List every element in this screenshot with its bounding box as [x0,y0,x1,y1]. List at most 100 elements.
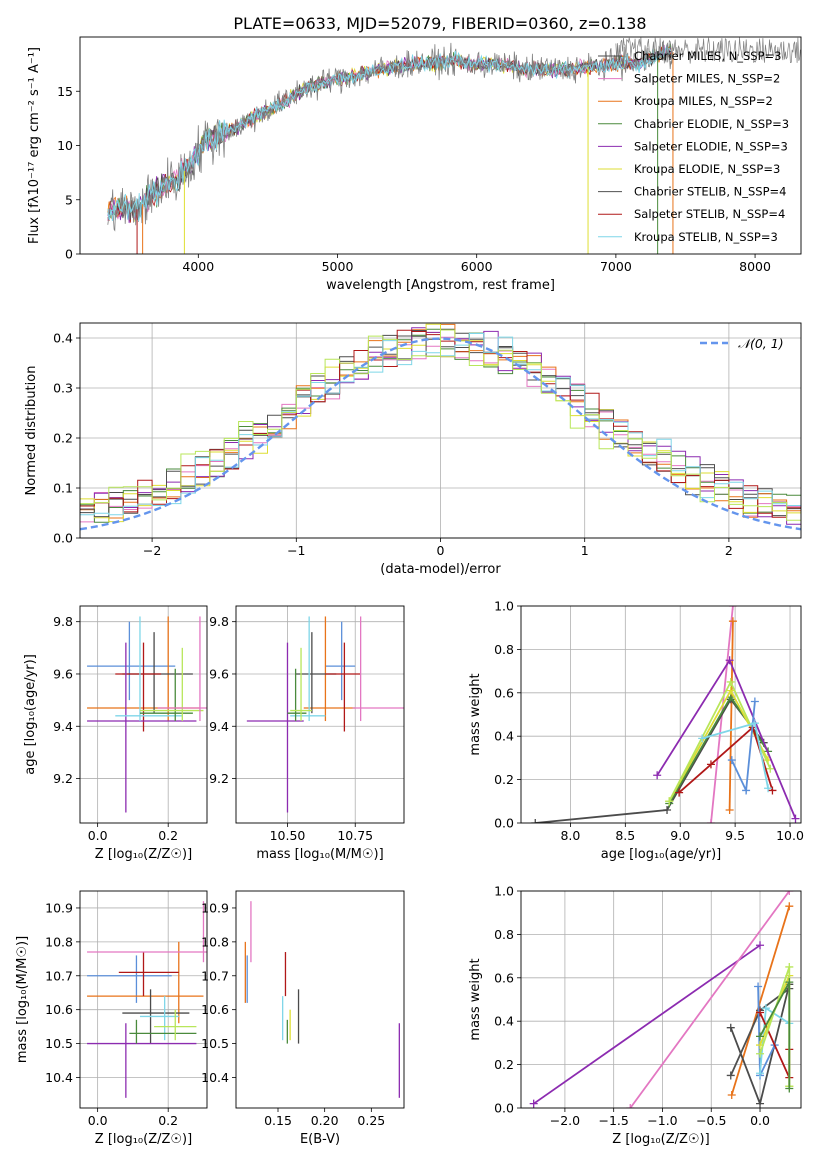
weight-point-marker [725,805,734,814]
weight-point-marker [727,1090,736,1099]
weight-point-marker [726,686,735,695]
weight-point-marker [665,797,674,806]
legend-label: Chabrier STELIB, N_SSP=4 [634,185,786,199]
panel-massweight-vs-age: 8.0 8.5 9.0 9.5 10.0 0.0 0.2 0.4 0.6 0.8 1.0 age [l… [468,599,804,863]
y-tick-label: 1.0 [494,884,514,899]
y-tick-label: 10.8 [201,934,229,949]
x-tick-label: 0.25 [357,1113,385,1128]
y-tick-label: 10.9 [45,900,73,915]
weight-point-marker [725,656,734,665]
x-tick-label: 10.50 [270,828,306,843]
x-axis-label: Z [log₁₀(Z/Z☉)] [95,1132,192,1147]
panel-age-vs-mass: 10.50 10.75 9.2 9.4 9.6 9.8 mass [log₁₀(M/M☉)] [209,605,405,862]
x-axis-label: Z [log₁₀(Z/Z☉)] [612,1132,709,1147]
y-axis-label: age [log₁₀(age/yr)] [23,654,38,775]
legend-label: Chabrier MILES, N_SSP=3 [634,49,781,63]
weight-series-line [728,621,734,811]
x-tick-label: 10.0 [776,828,804,843]
model-spectrum-line [107,44,672,222]
panel-spectrum: 4000 5000 6000 7000 8000 0 5 10 15 wavelength [An… [27,36,802,293]
weight-point-marker [663,805,672,814]
x-tick-label: −2.0 [550,1113,580,1128]
weight-point-marker [785,891,794,895]
x-tick-label: 0.2 [158,1113,178,1128]
y-tick-label: 10.5 [45,1036,73,1051]
x-tick-label: 0.0 [88,828,108,843]
y-tick-label: 1.0 [494,599,514,614]
y-tick-label: 10.9 [201,900,229,915]
x-tick-label: 4000 [182,259,214,274]
weight-point-marker [726,677,735,686]
plot-area [244,901,400,1098]
weight-point-marker [761,1004,770,1013]
y-tick-label: 0.4 [494,1014,514,1029]
y-tick-label: 10.6 [201,1002,229,1017]
legend-label: Kroupa MILES, N_SSP=2 [634,94,773,108]
panel-massweight-vs-Z: −2.0 −1.5 −1.0 −0.5 0.0 0.0 0.2 0.4 0.6 0.8 1.0 Z [… [468,884,802,1147]
y-tick-label: 9.8 [209,614,229,629]
weight-point-marker [768,786,777,795]
x-tick-label: 1 [581,543,589,558]
plot-area [107,37,801,254]
weight-point-marker [785,962,794,971]
x-tick-label: 9.0 [670,828,690,843]
weight-point-marker [754,982,763,991]
x-tick-label: −1 [287,543,305,558]
legend-label: Chabrier ELODIE, N_SSP=3 [634,117,789,131]
x-tick-label: 10.75 [337,828,373,843]
weight-point-marker [529,1099,538,1108]
y-axis-label: mass [log₁₀(M/M☉)] [15,936,30,1063]
y-tick-label: 0.2 [53,431,73,446]
y-tick-label: 10.7 [201,968,229,983]
y-tick-label: 0.8 [494,927,514,942]
weight-point-marker [750,719,759,728]
x-tick-label: 0.0 [88,1113,108,1128]
weight-point-marker [756,1008,765,1017]
x-tick-label: −1.5 [599,1113,629,1128]
y-tick-label: 10.4 [45,1070,73,1085]
x-tick-label: 5000 [322,259,354,274]
observed-spectrum-line [107,41,672,232]
axes-frame [235,605,405,824]
axes-frame [79,322,802,539]
x-axis-label: mass [log₁₀(M/M☉)] [256,847,383,862]
y-tick-label: 0.0 [53,531,73,546]
axes-frame [79,890,208,1109]
y-tick-label: 0.1 [53,481,73,496]
x-tick-label: −2 [143,543,161,558]
y-tick-label: 9.8 [53,614,73,629]
weight-point-marker [756,941,765,950]
weight-point-marker [675,788,684,797]
weight-point-marker [756,1099,765,1108]
y-tick-label: 9.4 [53,719,73,734]
weight-point-marker [728,617,737,626]
y-tick-label: 0.0 [494,1101,514,1116]
x-tick-label: 2 [725,543,733,558]
y-tick-label: 0.4 [53,331,73,346]
weight-point-marker [756,1049,765,1058]
weight-point-marker [742,786,751,795]
axes-frame [235,890,405,1109]
x-tick-label: 0 [437,543,445,558]
y-tick-label: 10.4 [201,1070,229,1085]
x-tick-label: 9.5 [725,828,745,843]
weight-point-marker [785,1084,794,1093]
weight-series-line [730,905,791,1096]
plot-area [529,891,794,1108]
y-axis-label: mass weight [468,958,483,1040]
legend-label: Salpeter MILES, N_SSP=2 [634,72,780,86]
weight-point-marker [766,764,775,773]
y-tick-label: 0.6 [494,685,514,700]
y-tick-label: 0.4 [494,729,514,744]
y-tick-label: 9.6 [53,666,73,681]
y-tick-label: 10.5 [201,1036,229,1051]
y-tick-label: 9.2 [209,771,229,786]
weight-series-line [533,944,761,1105]
weight-point-marker [726,1071,735,1080]
legend-label: Salpeter STELIB, N_SSP=4 [634,207,785,221]
weight-series-line [629,891,791,1108]
axes-frame [79,605,208,824]
residual-histogram [80,329,801,521]
y-tick-label: 9.2 [53,771,73,786]
panel-residuals: −2 −1 0 1 2 0.0 0.1 0.2 0.3 0.4 (data-model)/error… [24,322,802,577]
